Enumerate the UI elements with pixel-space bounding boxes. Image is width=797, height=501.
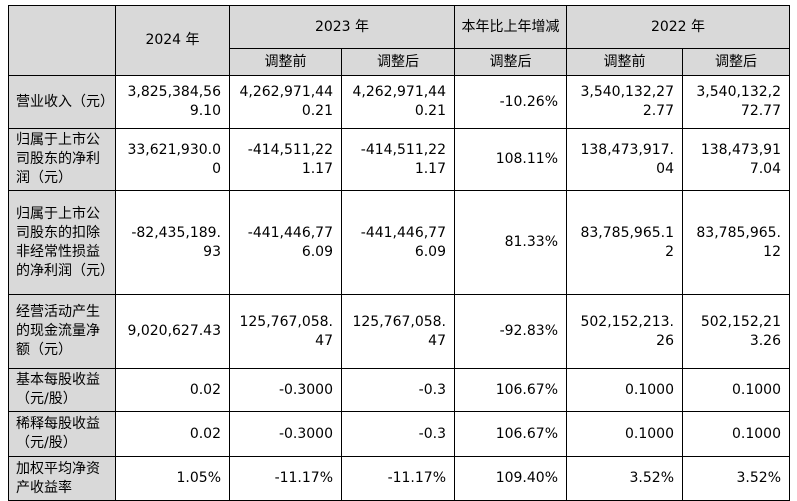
financial-summary-table: 2024 年 2023 年 本年比上年增减 2022 年 调整前 调整后 调整后… bbox=[8, 5, 790, 501]
table-row-net-profit-excl: 归属于上市公司股东的扣除非经常性损益的净利润（元） -82,435,189.93… bbox=[8, 190, 790, 295]
value-cell-2023-after: -414,511,221.17 bbox=[341, 128, 455, 191]
value-cell-2022-before: 3,540,132,272.77 bbox=[566, 75, 683, 129]
value-cell-2022-before: 502,152,213.26 bbox=[566, 294, 683, 369]
header-2022: 2022 年 bbox=[566, 5, 790, 49]
table-row-roe: 加权平均净资产收益率 1.05% -11.17% -11.17% 109.40%… bbox=[8, 456, 790, 501]
value-cell-2023-before: -0.3000 bbox=[229, 368, 342, 412]
table-row-net-profit: 归属于上市公司股东的净利润（元） 33,621,930.00 -414,511,… bbox=[8, 128, 790, 191]
subheader-after-change: 调整后 bbox=[454, 48, 567, 76]
value-cell-2023-after: 125,767,058.47 bbox=[341, 294, 455, 369]
table-row-diluted-eps: 稀释每股收益（元/股） 0.02 -0.3000 -0.3 106.67% 0.… bbox=[8, 411, 790, 457]
value-cell-2023-after: -441,446,776.09 bbox=[341, 190, 455, 295]
row-label: 营业收入（元） bbox=[8, 75, 116, 129]
subheader-after-2022: 调整后 bbox=[682, 48, 790, 76]
value-cell-2024: 9,020,627.43 bbox=[115, 294, 230, 369]
header-change: 本年比上年增减 bbox=[454, 5, 567, 49]
value-cell-2024: -82,435,189.93 bbox=[115, 190, 230, 295]
row-label: 稀释每股收益（元/股） bbox=[8, 411, 116, 457]
row-label: 经营活动产生的现金流量净额（元） bbox=[8, 294, 116, 369]
value-cell-2024: 3,825,384,569.10 bbox=[115, 75, 230, 129]
header-2023: 2023 年 bbox=[229, 5, 455, 49]
value-cell-2023-after: 4,262,971,440.21 bbox=[341, 75, 455, 129]
value-cell-change: 81.33% bbox=[454, 190, 567, 295]
value-cell-2022-before: 0.1000 bbox=[566, 368, 683, 412]
value-cell-2024: 0.02 bbox=[115, 411, 230, 457]
value-cell-2022-after: 3,540,132,272.77 bbox=[682, 75, 790, 129]
value-cell-2022-after: 83,785,965.12 bbox=[682, 190, 790, 295]
value-cell-2022-after: 0.1000 bbox=[682, 411, 790, 457]
table-row-cash-flow: 经营活动产生的现金流量净额（元） 9,020,627.43 125,767,05… bbox=[8, 294, 790, 369]
header-2024: 2024 年 bbox=[115, 5, 230, 76]
value-cell-2022-before: 3.52% bbox=[566, 456, 683, 501]
row-label: 归属于上市公司股东的净利润（元） bbox=[8, 128, 116, 191]
value-cell-2023-before: -0.3000 bbox=[229, 411, 342, 457]
table-row-revenue: 营业收入（元） 3,825,384,569.10 4,262,971,440.2… bbox=[8, 75, 790, 129]
value-cell-2024: 0.02 bbox=[115, 368, 230, 412]
row-label: 归属于上市公司股东的扣除非经常性损益的净利润（元） bbox=[8, 190, 116, 295]
value-cell-2023-after: -11.17% bbox=[341, 456, 455, 501]
value-cell-2023-before: -441,446,776.09 bbox=[229, 190, 342, 295]
table-row-basic-eps: 基本每股收益（元/股） 0.02 -0.3000 -0.3 106.67% 0.… bbox=[8, 368, 790, 412]
header-row-years: 2024 年 2023 年 本年比上年增减 2022 年 bbox=[8, 5, 790, 76]
value-cell-2024: 33,621,930.00 bbox=[115, 128, 230, 191]
value-cell-2022-before: 138,473,917.04 bbox=[566, 128, 683, 191]
value-cell-change: 106.67% bbox=[454, 411, 567, 457]
value-cell-change: 106.67% bbox=[454, 368, 567, 412]
value-cell-2022-before: 0.1000 bbox=[566, 411, 683, 457]
subheader-before-2023: 调整前 bbox=[229, 48, 342, 76]
value-cell-2022-before: 83,785,965.12 bbox=[566, 190, 683, 295]
value-cell-change: 109.40% bbox=[454, 456, 567, 501]
value-cell-change: -92.83% bbox=[454, 294, 567, 369]
value-cell-2023-after: -0.3 bbox=[341, 411, 455, 457]
value-cell-2022-after: 138,473,917.04 bbox=[682, 128, 790, 191]
value-cell-change: -10.26% bbox=[454, 75, 567, 129]
value-cell-2023-before: -11.17% bbox=[229, 456, 342, 501]
row-label: 基本每股收益（元/股） bbox=[8, 368, 116, 412]
subheader-before-2022: 调整前 bbox=[566, 48, 683, 76]
value-cell-2023-before: 125,767,058.47 bbox=[229, 294, 342, 369]
value-cell-2023-before: -414,511,221.17 bbox=[229, 128, 342, 191]
value-cell-2022-after: 0.1000 bbox=[682, 368, 790, 412]
value-cell-2023-after: -0.3 bbox=[341, 368, 455, 412]
value-cell-change: 108.11% bbox=[454, 128, 567, 191]
value-cell-2023-before: 4,262,971,440.21 bbox=[229, 75, 342, 129]
row-label: 加权平均净资产收益率 bbox=[8, 456, 116, 501]
value-cell-2022-after: 3.52% bbox=[682, 456, 790, 501]
header-empty-cell bbox=[8, 5, 116, 76]
value-cell-2024: 1.05% bbox=[115, 456, 230, 501]
subheader-after-2023: 调整后 bbox=[341, 48, 455, 76]
header-row-adjust: 调整前 调整后 调整后 调整前 调整后 bbox=[9, 48, 790, 76]
value-cell-2022-after: 502,152,213.26 bbox=[682, 294, 790, 369]
